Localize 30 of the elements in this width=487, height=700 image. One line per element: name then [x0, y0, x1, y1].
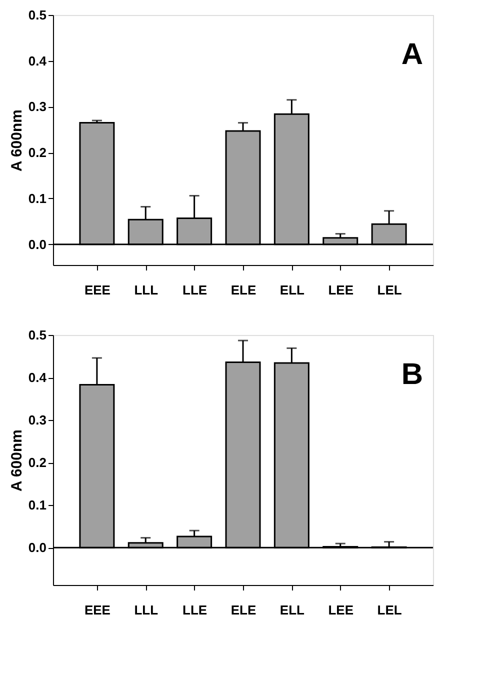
- y-tick-label: 0.0: [28, 236, 46, 252]
- y-tick-label: 0.4: [28, 53, 48, 68]
- x-tick-label: ELL: [280, 282, 305, 298]
- x-tick-label: LLL: [134, 282, 158, 298]
- y-tick-label: 0.1: [28, 190, 46, 206]
- x-tick-label: LEL: [377, 602, 402, 618]
- annotation: B: [401, 358, 423, 391]
- x-tick-label: LEE: [328, 602, 354, 618]
- x-tick-label: EEE: [84, 282, 111, 298]
- x-tick-label: ELE: [230, 602, 256, 618]
- y-tick-label: 0.5: [28, 328, 46, 342]
- y-tick-label: 0.4: [28, 370, 48, 386]
- y-tick-label: 0.3: [28, 412, 46, 428]
- annotation: A: [401, 38, 423, 71]
- x-tick-label: EEE: [84, 602, 111, 618]
- y-tick-label: 0.1: [28, 498, 46, 513]
- x-tick-label: LEL: [377, 282, 402, 298]
- x-tick-label: LLE: [182, 282, 208, 298]
- x-tick-label: LEE: [328, 282, 354, 298]
- x-tick-label: LLE: [182, 602, 208, 618]
- y-tick-label: 0.2: [28, 145, 46, 160]
- x-tick-label: ELE: [230, 282, 256, 298]
- y-tick-label: 0.2: [28, 455, 46, 470]
- y-axis-title: A 600nm: [8, 110, 26, 172]
- y-tick-label: 0.0: [28, 540, 46, 556]
- y-tick-label: 0.5: [28, 8, 46, 22]
- y-axis-title: A 600nm: [8, 430, 26, 492]
- x-tick-label: ELL: [280, 602, 305, 618]
- y-tick-label: 0.3: [28, 99, 46, 114]
- x-tick-label: LLL: [134, 602, 158, 618]
